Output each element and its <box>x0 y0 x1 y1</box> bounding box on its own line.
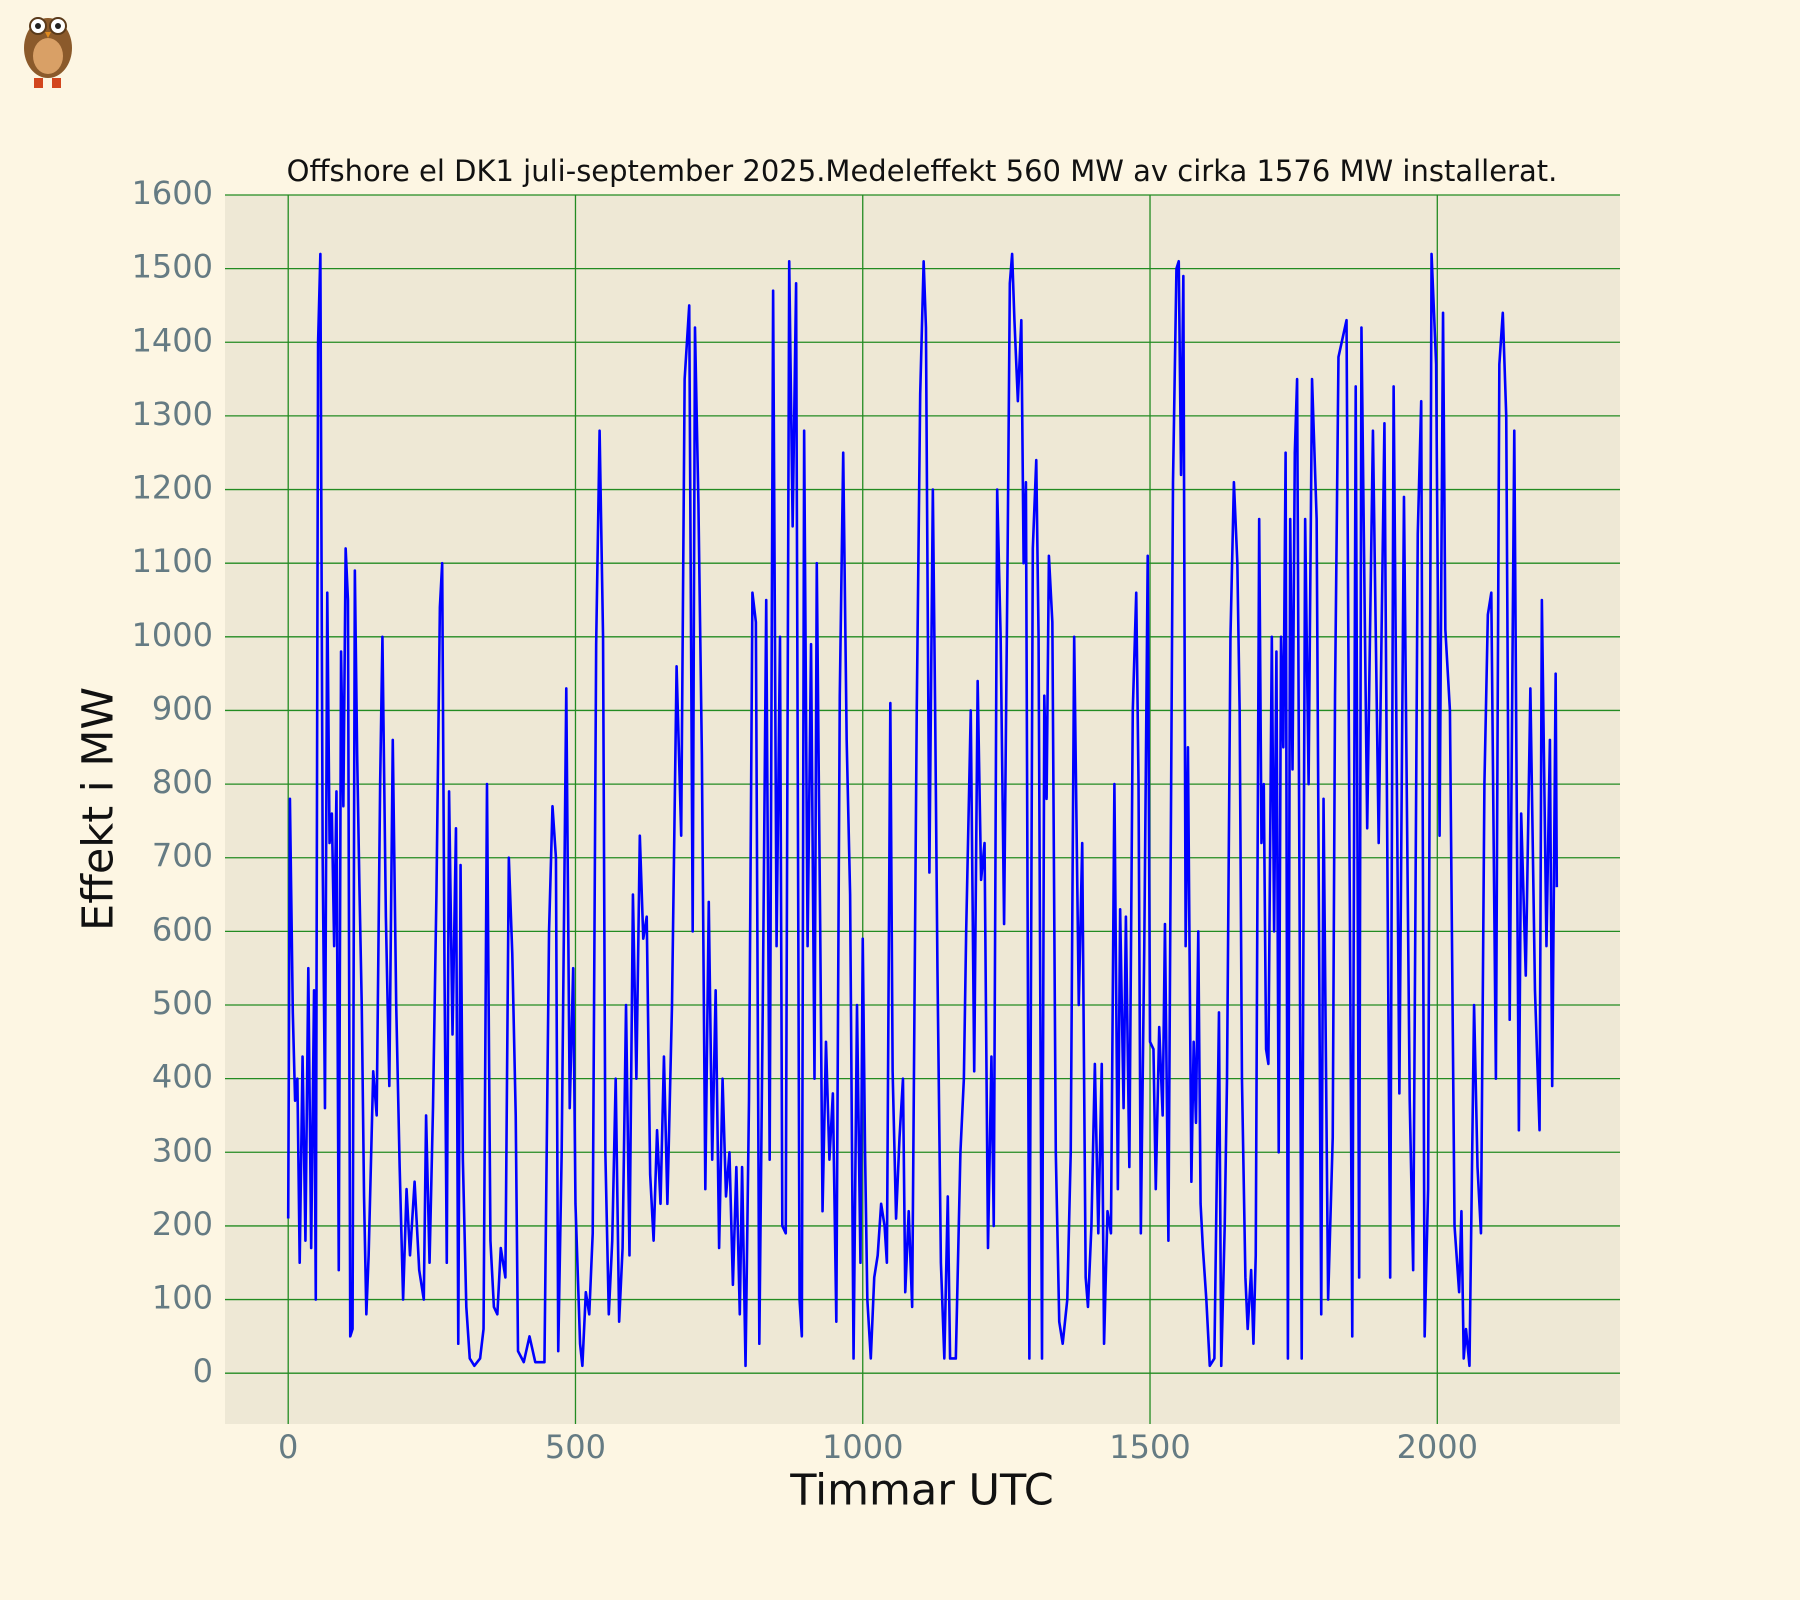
x-tick-label: 1000 <box>822 1428 903 1466</box>
y-tick-label: 900 <box>152 689 213 727</box>
x-tick-label: 500 <box>545 1428 606 1466</box>
y-tick-label: 1400 <box>132 321 213 359</box>
marks <box>286 252 1559 1368</box>
y-tick-label: 1500 <box>132 248 213 286</box>
y-tick-label: 1600 <box>132 174 213 212</box>
y-tick-label: 400 <box>152 1058 213 1096</box>
plot-area <box>225 195 1620 1424</box>
y-tick-label: 500 <box>152 984 213 1022</box>
y-tick-label: 1200 <box>132 469 213 507</box>
x-tick-label: 1500 <box>1109 1428 1190 1466</box>
chart-title: Offshore el DK1 juli-september 2025.Mede… <box>287 154 1558 188</box>
y-tick-label: 600 <box>152 910 213 948</box>
y-tick-label: 800 <box>152 763 213 801</box>
y-tick-label: 1100 <box>132 542 213 580</box>
y-tick-label: 100 <box>152 1279 213 1317</box>
x-tick-label: 2000 <box>1397 1428 1478 1466</box>
x-axis-label: Timmar UTC <box>789 1466 1054 1516</box>
x-tick-label: 0 <box>278 1428 298 1466</box>
y-tick-label: 200 <box>152 1205 213 1243</box>
line <box>286 252 1559 1368</box>
y-tick-label: 1300 <box>132 395 213 433</box>
y-tick-label: 1000 <box>132 616 213 654</box>
y-tick-label: 700 <box>152 837 213 875</box>
y-tick-label: 300 <box>152 1131 213 1169</box>
y-axis-label: Effekt i MW <box>74 687 124 931</box>
owl-icon <box>24 17 72 88</box>
y-tick-label: 0 <box>193 1352 213 1390</box>
